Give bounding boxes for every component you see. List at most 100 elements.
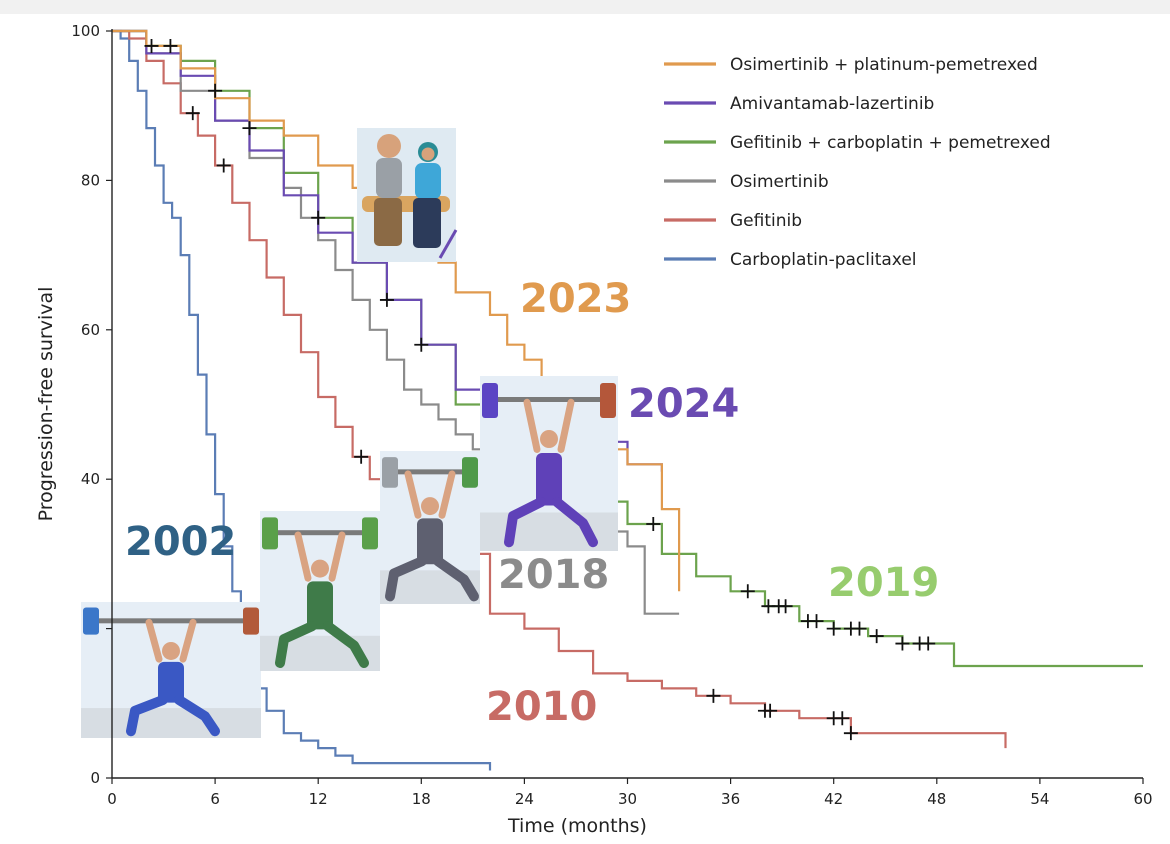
legend-item: Osimertinib + platinum-pemetrexed bbox=[664, 55, 1038, 75]
legend-item: Carboplatin-paclitaxel bbox=[664, 250, 917, 270]
x-tick-label: 6 bbox=[210, 790, 220, 808]
axes-layer: 0 6 12 18 24 30 36 42 48 54 60 0 40 60 80 100 Time (mont… bbox=[35, 22, 1153, 837]
censor-mark bbox=[809, 614, 824, 629]
x-tick-label: 36 bbox=[721, 790, 740, 808]
censor-mark bbox=[921, 636, 936, 651]
year-label-2019: 2019 bbox=[828, 560, 939, 606]
top-bar bbox=[0, 0, 1170, 14]
lifter-arms bbox=[404, 470, 456, 519]
x-tick-label: 18 bbox=[412, 790, 431, 808]
year-label-2024: 2024 bbox=[628, 381, 739, 427]
lifter-legs bbox=[385, 556, 479, 602]
censor-mark bbox=[216, 158, 231, 173]
barbell-bar bbox=[87, 618, 255, 624]
censor-mark bbox=[740, 584, 755, 599]
censor-mark bbox=[208, 83, 223, 98]
barbell-plate-right bbox=[462, 457, 478, 488]
legend-item: Osimertinib bbox=[664, 172, 829, 192]
lifter-head bbox=[540, 430, 558, 448]
x-tick-label: 48 bbox=[927, 790, 946, 808]
weightlifter-blue-illustration bbox=[81, 602, 261, 738]
y-tick-label: 100 bbox=[71, 22, 100, 40]
censor-mark bbox=[852, 621, 867, 636]
legend-item: Amivantamab-lazertinib bbox=[664, 94, 934, 114]
barbell-bar bbox=[386, 469, 474, 475]
barbell-plate-right bbox=[243, 607, 259, 635]
year-annotations: 2002 2010 2018 2019 2023 2024 bbox=[125, 276, 939, 730]
legend-label: Carboplatin-paclitaxel bbox=[730, 250, 917, 270]
x-tick-label: 24 bbox=[515, 790, 534, 808]
year-label-2002: 2002 bbox=[125, 519, 236, 565]
couple-background bbox=[357, 128, 456, 262]
x-tick-label: 60 bbox=[1133, 790, 1152, 808]
lifter-torso bbox=[536, 453, 562, 506]
censor-mark bbox=[163, 38, 178, 53]
lifter-head bbox=[421, 497, 439, 516]
censor-mark bbox=[895, 636, 910, 651]
year-label-2010: 2010 bbox=[486, 684, 597, 730]
censor-mark bbox=[646, 517, 661, 532]
y-tick-label: 80 bbox=[81, 171, 100, 189]
lifter-torso bbox=[158, 661, 184, 703]
lifter-legs bbox=[275, 621, 369, 668]
censor-mark bbox=[826, 621, 841, 636]
weightlifter-gray-illustration bbox=[380, 451, 480, 604]
lifter-torso bbox=[307, 581, 333, 630]
x-axis-label: Time (months) bbox=[507, 815, 647, 837]
seated-couple-illustration bbox=[357, 128, 458, 262]
x-tick-label: 54 bbox=[1030, 790, 1049, 808]
legend: Osimertinib + platinum-pemetrexed Amivant… bbox=[664, 55, 1051, 270]
censor-mark bbox=[354, 449, 369, 464]
censor-mark bbox=[242, 121, 257, 136]
curve-overlap-purple bbox=[438, 229, 458, 259]
barbell-bar bbox=[266, 530, 374, 536]
censor-mark bbox=[763, 703, 778, 718]
x-tick-label: 12 bbox=[309, 790, 328, 808]
censor-mark bbox=[379, 292, 394, 307]
censor-mark bbox=[144, 38, 159, 53]
floor bbox=[81, 708, 261, 738]
barbell-plate-right bbox=[362, 517, 378, 550]
floor bbox=[480, 512, 618, 551]
x-tick-label: 0 bbox=[107, 790, 117, 808]
barbell-plate-left bbox=[262, 517, 278, 550]
year-label-2018: 2018 bbox=[498, 552, 609, 598]
year-label-2023: 2023 bbox=[520, 276, 631, 322]
illustrations-layer bbox=[81, 128, 618, 738]
legend-label: Osimertinib + platinum-pemetrexed bbox=[730, 55, 1038, 75]
x-tick-label: 30 bbox=[618, 790, 637, 808]
barbell-plate-left bbox=[482, 383, 498, 418]
lifter-arms bbox=[294, 531, 346, 582]
lifter-head bbox=[162, 641, 180, 660]
man-head bbox=[377, 134, 401, 158]
barbell-plate-left bbox=[83, 607, 99, 635]
lifter-arms bbox=[523, 398, 575, 453]
censor-mark bbox=[869, 629, 884, 644]
censor-mark bbox=[778, 599, 793, 614]
lifter-legs bbox=[504, 497, 598, 548]
legend-label: Gefitinib bbox=[730, 211, 802, 231]
legend-label: Gefitinib + carboplatin + pemetrexed bbox=[730, 133, 1051, 153]
y-tick-label: 0 bbox=[90, 769, 100, 787]
woman-top bbox=[415, 163, 441, 199]
lifter-head bbox=[311, 559, 329, 578]
censor-mark bbox=[185, 106, 200, 121]
censor-mark bbox=[843, 726, 858, 741]
x-tick-label: 42 bbox=[824, 790, 843, 808]
lifter-torso bbox=[417, 518, 443, 565]
legend-label: Amivantamab-lazertinib bbox=[730, 94, 934, 114]
censor-mark bbox=[414, 337, 429, 352]
man-shirt bbox=[376, 158, 402, 198]
curve-carboplatin-paclitaxel bbox=[112, 29, 492, 771]
legend-item: Gefitinib + carboplatin + pemetrexed bbox=[664, 133, 1051, 153]
weightlifter-green-illustration bbox=[260, 511, 380, 671]
legend-item: Gefitinib bbox=[664, 211, 802, 231]
woman-jeans bbox=[413, 198, 441, 248]
curves-layer bbox=[112, 29, 1143, 771]
man-pants bbox=[374, 198, 402, 246]
censor-mark bbox=[311, 210, 326, 225]
woman-face bbox=[421, 147, 435, 161]
legend-label: Osimertinib bbox=[730, 172, 829, 192]
censor-mark bbox=[835, 711, 850, 726]
